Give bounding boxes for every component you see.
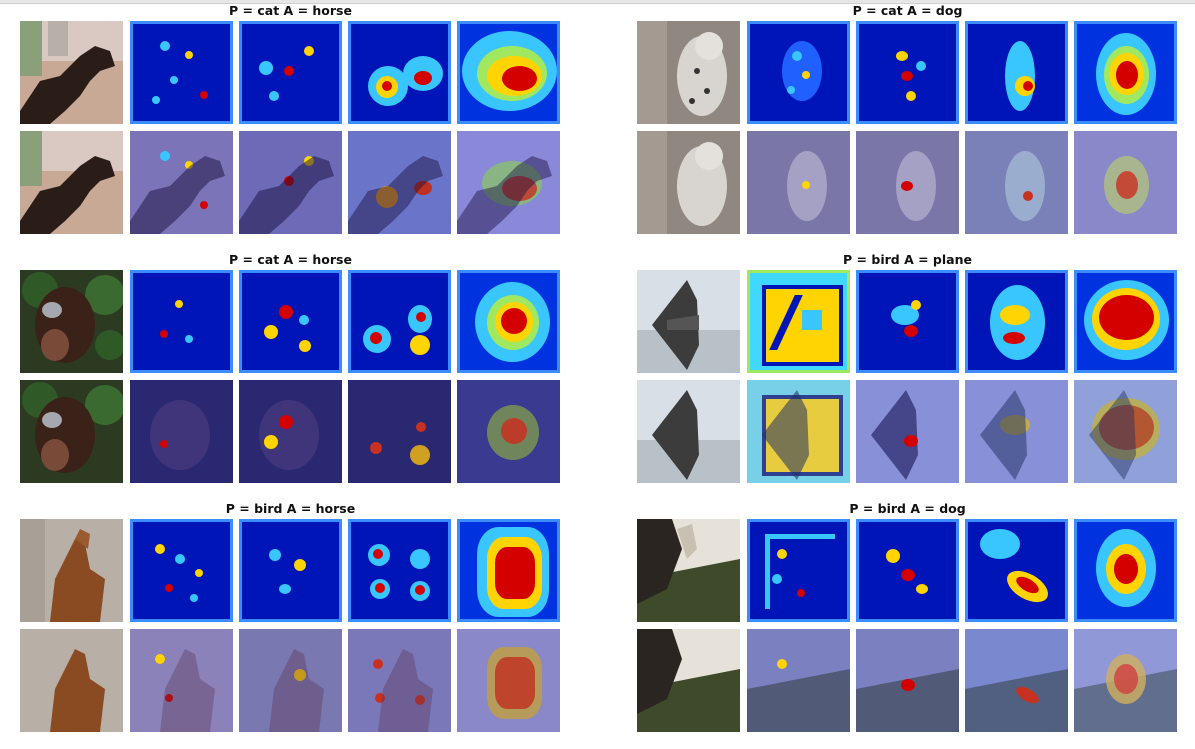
panel-2: P = cat A = dog bbox=[637, 3, 1178, 247]
overlay-tile bbox=[457, 380, 560, 483]
overlay-tile bbox=[747, 131, 850, 234]
original-image bbox=[20, 270, 123, 373]
overlay-tile bbox=[747, 380, 850, 483]
overlay-tile bbox=[965, 629, 1068, 732]
heatmap-tile bbox=[747, 270, 850, 373]
overlay-tile bbox=[1074, 380, 1177, 483]
overlay-tile bbox=[348, 629, 451, 732]
overlay-tile bbox=[130, 131, 233, 234]
original-image bbox=[637, 270, 740, 373]
heatmap-tile bbox=[457, 270, 560, 373]
overlay-tile bbox=[856, 131, 959, 234]
panel-1: P = cat A = horse bbox=[20, 3, 561, 247]
overlay-tile bbox=[965, 380, 1068, 483]
top-edge bbox=[0, 0, 1195, 4]
overlay-tile bbox=[239, 629, 342, 732]
heatmap-tile bbox=[856, 270, 959, 373]
heatmap-tile bbox=[348, 519, 451, 622]
original-image bbox=[637, 629, 740, 732]
heatmap-tile bbox=[457, 519, 560, 622]
heatmap-tile bbox=[965, 519, 1068, 622]
overlay-tile bbox=[130, 380, 233, 483]
overlay-row bbox=[637, 380, 1178, 483]
heatmap-tile bbox=[130, 270, 233, 373]
heatmap-row bbox=[637, 519, 1178, 622]
panel-title: P = cat A = dog bbox=[852, 3, 963, 18]
overlay-tile bbox=[1074, 131, 1177, 234]
panel-6: P = bird A = dog bbox=[637, 501, 1178, 745]
heatmap-row bbox=[20, 270, 561, 373]
original-image bbox=[637, 380, 740, 483]
heatmap-tile bbox=[747, 21, 850, 124]
overlay-tile bbox=[130, 629, 233, 732]
overlay-tile bbox=[1074, 629, 1177, 732]
overlay-tile bbox=[239, 380, 342, 483]
original-image bbox=[20, 519, 123, 622]
panel-5: P = bird A = horse bbox=[20, 501, 561, 745]
overlay-tile bbox=[747, 629, 850, 732]
panel-title: P = cat A = horse bbox=[229, 3, 352, 18]
heatmap-row bbox=[637, 21, 1178, 124]
heatmap-tile bbox=[856, 519, 959, 622]
heatmap-tile bbox=[1074, 270, 1177, 373]
heatmap-tile bbox=[348, 21, 451, 124]
overlay-tile bbox=[457, 629, 560, 732]
panel-title: P = cat A = horse bbox=[229, 252, 352, 267]
heatmap-tile bbox=[1074, 519, 1177, 622]
original-image bbox=[637, 131, 740, 234]
original-image bbox=[20, 21, 123, 124]
heatmap-row bbox=[20, 519, 561, 622]
heatmap-tile bbox=[965, 21, 1068, 124]
original-image bbox=[637, 21, 740, 124]
heatmap-tile bbox=[130, 21, 233, 124]
heatmap-tile bbox=[130, 519, 233, 622]
heatmap-row bbox=[20, 21, 561, 124]
original-image bbox=[20, 629, 123, 732]
heatmap-tile bbox=[856, 21, 959, 124]
heatmap-tile bbox=[457, 21, 560, 124]
original-image bbox=[637, 519, 740, 622]
overlay-tile bbox=[239, 131, 342, 234]
overlay-tile bbox=[856, 629, 959, 732]
overlay-row bbox=[637, 629, 1178, 732]
overlay-tile bbox=[856, 380, 959, 483]
heatmap-tile bbox=[747, 519, 850, 622]
overlay-tile bbox=[457, 131, 560, 234]
overlay-row bbox=[20, 629, 561, 732]
panel-title: P = bird A = plane bbox=[843, 252, 972, 267]
overlay-tile bbox=[965, 131, 1068, 234]
panel-title: P = bird A = dog bbox=[849, 501, 966, 516]
panel-3: P = cat A = horse bbox=[20, 252, 561, 496]
overlay-row bbox=[20, 131, 561, 234]
heatmap-tile bbox=[348, 270, 451, 373]
heatmap-tile bbox=[1074, 21, 1177, 124]
overlay-row bbox=[637, 131, 1178, 234]
heatmap-tile bbox=[239, 270, 342, 373]
overlay-tile bbox=[348, 380, 451, 483]
overlay-tile bbox=[348, 131, 451, 234]
heatmap-tile bbox=[965, 270, 1068, 373]
heatmap-row bbox=[637, 270, 1178, 373]
panel-title: P = bird A = horse bbox=[225, 501, 356, 516]
original-image bbox=[20, 380, 123, 483]
heatmap-tile bbox=[239, 519, 342, 622]
overlay-row bbox=[20, 380, 561, 483]
original-image bbox=[20, 131, 123, 234]
heatmap-tile bbox=[239, 21, 342, 124]
panel-4: P = bird A = plane bbox=[637, 252, 1178, 496]
